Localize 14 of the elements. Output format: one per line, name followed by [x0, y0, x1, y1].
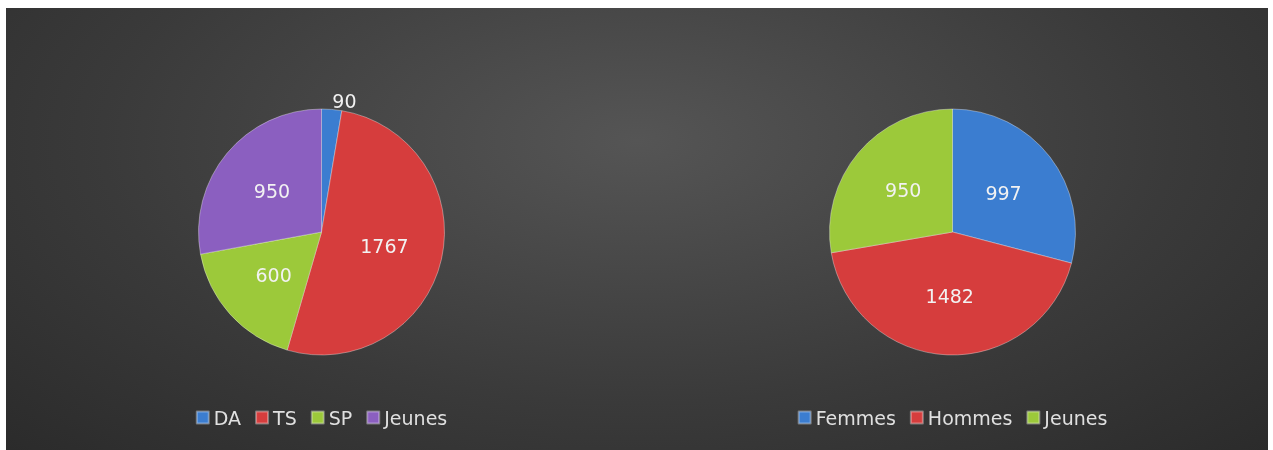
data-label: 90	[332, 90, 357, 113]
data-label: 950	[253, 179, 291, 202]
legend-label: Jeunes	[1043, 406, 1108, 429]
data-label: 950	[885, 179, 922, 202]
data-label: 997	[985, 181, 1022, 204]
data-label: 1482	[925, 285, 974, 308]
legend-label: DA	[213, 406, 242, 429]
data-label: 1767	[360, 235, 409, 258]
legend-label: TS	[272, 406, 297, 429]
legend-label: Jeunes	[383, 406, 448, 429]
legend-label: Femmes	[815, 406, 896, 429]
legend-label: Hommes	[927, 406, 1013, 429]
legend-label: SP	[328, 406, 353, 429]
data-label: 600	[255, 264, 292, 287]
